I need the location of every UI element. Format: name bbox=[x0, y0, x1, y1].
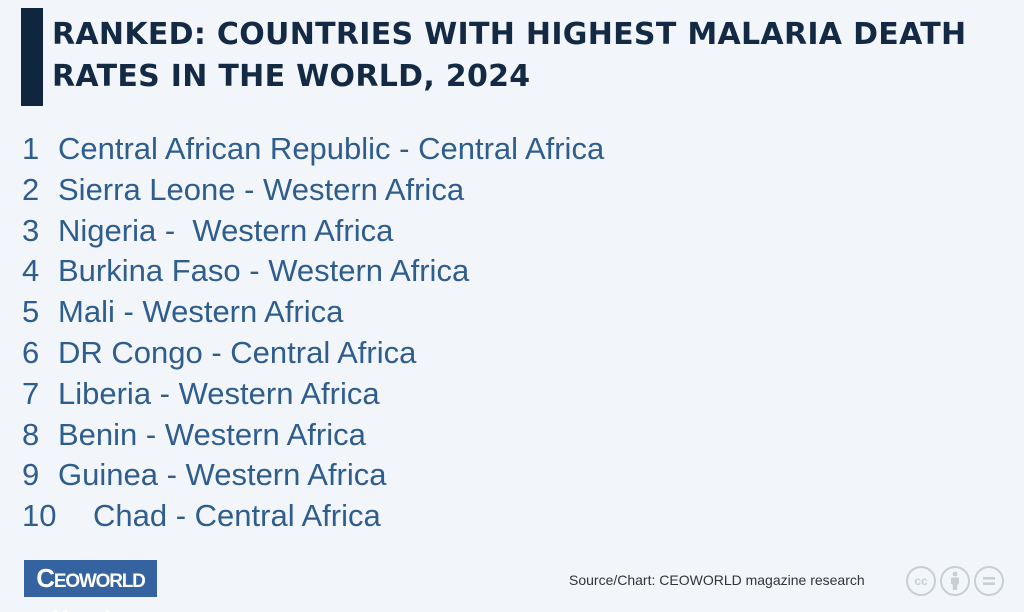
title-line-2: RATES IN THE WORLD, 2024 bbox=[52, 59, 531, 94]
no-derivatives-icon bbox=[974, 566, 1004, 596]
title-line-1: RANKED: COUNTRIES WITH HIGHEST MALARIA D… bbox=[52, 17, 967, 52]
rank-number: 10 bbox=[22, 498, 57, 534]
rank-number: 6 bbox=[22, 334, 40, 370]
rank-number: 1 bbox=[22, 131, 40, 166]
list-item: 6 DR Congo - Central Africa bbox=[22, 333, 604, 374]
rank-text: Burkina Faso - Western Africa bbox=[58, 253, 470, 289]
list-item: 9 Guinea - Western Africa bbox=[22, 455, 604, 496]
list-item: 8 Benin - Western Africa bbox=[22, 415, 604, 456]
list-item: 3 Nigeria - Western Africa bbox=[22, 211, 604, 252]
rank-text: Chad - Central Africa bbox=[93, 498, 381, 534]
list-item: 10 Chad - Central Africa bbox=[22, 496, 604, 537]
rank-text: Liberia - Western Africa bbox=[58, 375, 380, 411]
rank-text: Guinea - Western Africa bbox=[58, 457, 387, 493]
list-item: 4 Burkina Faso - Western Africa bbox=[22, 251, 604, 292]
rank-number: 4 bbox=[22, 253, 40, 289]
page-title: RANKED: COUNTRIES WITH HIGHEST MALARIA D… bbox=[52, 14, 992, 98]
list-item: 7 Liberia - Western Africa bbox=[22, 374, 604, 415]
rank-text: Sierra Leone - Western Africa bbox=[58, 171, 465, 207]
attribution-icon bbox=[940, 566, 970, 596]
rank-text: DR Congo - Central Africa bbox=[58, 334, 417, 370]
list-item: 2 Sierra Leone - Western Africa bbox=[22, 170, 604, 211]
ceoworld-logo: CEOWORLD Magazine bbox=[24, 560, 157, 612]
rank-text: Mali - Western Africa bbox=[58, 294, 344, 330]
rank-text: Benin - Western Africa bbox=[58, 416, 366, 452]
rank-number: 8 bbox=[22, 416, 40, 452]
license-icons: cc bbox=[906, 566, 1004, 596]
logo-initial: C bbox=[36, 563, 55, 593]
cc-icon: cc bbox=[906, 566, 936, 596]
rank-number: 5 bbox=[22, 294, 40, 330]
title-accent-bar bbox=[21, 8, 43, 106]
list-item: 1 Central African Republic - Central Afri… bbox=[22, 129, 604, 170]
rank-number: 7 bbox=[22, 375, 40, 411]
rank-number: 2 bbox=[22, 171, 40, 207]
list-item: 5 Mali - Western Africa bbox=[22, 292, 604, 333]
source-credit: Source/Chart: CEOWORLD magazine research bbox=[569, 572, 865, 588]
rank-number: 3 bbox=[22, 212, 40, 248]
ranking-list: 1 Central African Republic - Central Afri… bbox=[22, 129, 604, 537]
rank-number: 9 bbox=[22, 457, 40, 493]
rank-text: Nigeria - Western Africa bbox=[58, 212, 394, 248]
logo-text: EOWORLD Magazine bbox=[53, 571, 146, 612]
rank-text: Central African Republic - Central Afric… bbox=[58, 131, 605, 166]
